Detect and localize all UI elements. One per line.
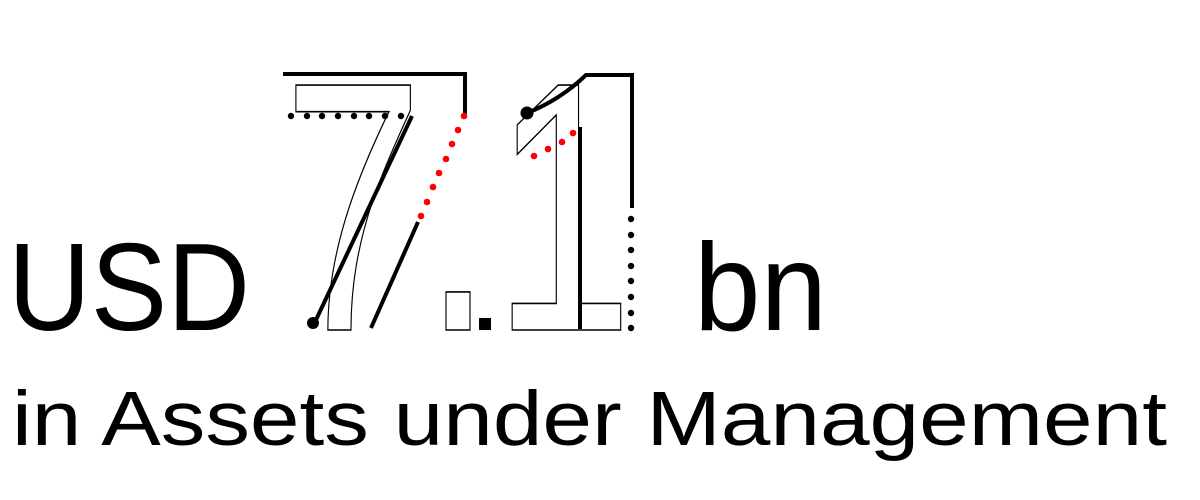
dot <box>448 140 456 148</box>
decimal-point <box>479 318 491 330</box>
dot <box>544 145 552 153</box>
dot <box>365 112 373 120</box>
dot <box>454 126 462 134</box>
digit-one <box>526 73 634 329</box>
dot <box>627 277 635 285</box>
dot <box>287 112 295 120</box>
dot <box>442 155 450 163</box>
dot <box>318 112 326 120</box>
dot <box>429 183 437 191</box>
one-start-dot <box>520 106 534 120</box>
one-dotted-stem <box>627 215 635 332</box>
seven-end-dot <box>307 317 319 329</box>
dot <box>397 112 405 120</box>
dot <box>423 198 431 206</box>
dot <box>627 324 635 332</box>
caption: in Assets under Management <box>12 376 1167 462</box>
unit-label: bn <box>694 219 827 357</box>
figure-7-1: 7.1 <box>282 8 635 407</box>
dot <box>350 112 358 120</box>
dot <box>417 212 425 220</box>
one-red-dots <box>530 129 577 160</box>
dot <box>627 293 635 301</box>
dot <box>627 215 635 223</box>
dot <box>381 112 389 120</box>
dot <box>627 231 635 239</box>
dot <box>627 246 635 254</box>
dot <box>627 262 635 270</box>
dot <box>303 112 311 120</box>
dot <box>558 138 566 146</box>
seven-red-dots <box>417 112 468 220</box>
digit-seven <box>283 72 467 329</box>
dot <box>460 112 468 120</box>
dot <box>627 309 635 317</box>
dot <box>334 112 342 120</box>
dot <box>569 129 577 137</box>
dot <box>530 152 538 160</box>
seven-dotted-bar <box>287 112 405 120</box>
dot <box>435 169 443 177</box>
currency-label: USD <box>8 219 250 357</box>
